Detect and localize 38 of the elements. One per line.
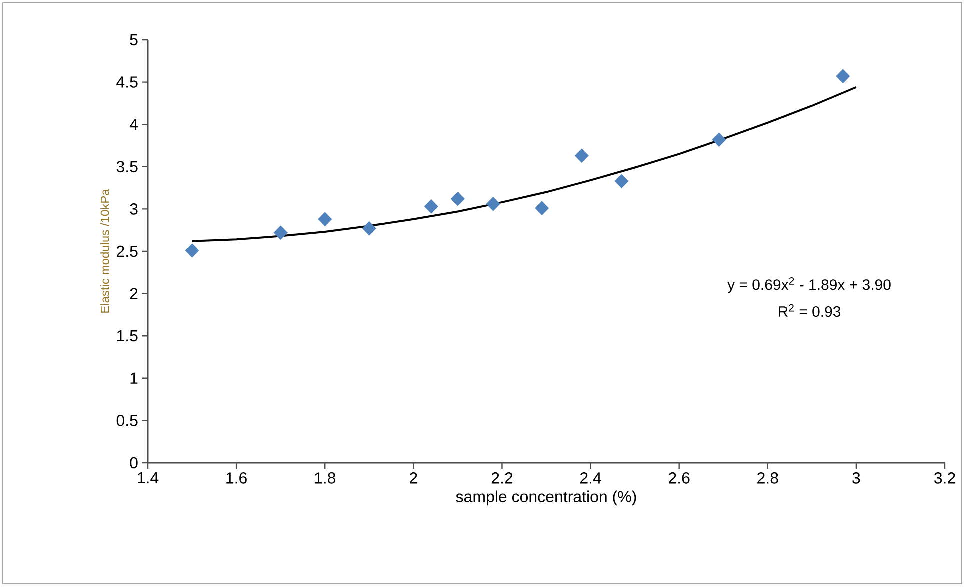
- y-tick-label: 5: [130, 34, 138, 46]
- point: [535, 201, 550, 216]
- x-tick-label: 2.2: [492, 472, 513, 484]
- point: [318, 212, 332, 227]
- annotation: y = 0.69x$^{2}$ - 1.89x + 3.90: [728, 278, 891, 294]
- x-tick-label: 2.8: [758, 472, 778, 484]
- point: [574, 148, 589, 164]
- y-tick-label: 0.5: [116, 415, 138, 426]
- y-tick-label: 1.5: [117, 330, 138, 342]
- point: [362, 221, 376, 236]
- line-series: [191, 86, 858, 242]
- y-tick-label: 3.5: [116, 161, 138, 173]
- y-tick-label: 3: [130, 204, 138, 215]
- point: [836, 69, 850, 84]
- point: [712, 132, 726, 148]
- x-tick-label: 2.4: [580, 472, 602, 484]
- x-tick-label: 2.6: [669, 472, 690, 484]
- y-tick-label: 0: [130, 457, 138, 469]
- y-tick-label: 4.5: [116, 76, 138, 88]
- y-tick-label: 4: [130, 119, 138, 130]
- annotation: R$^{2}$ = 0.93: [779, 304, 841, 318]
- y-tick-label: 2: [130, 288, 138, 300]
- x-tick-label: 3: [852, 472, 860, 484]
- point: [185, 243, 200, 258]
- y-tick-label: 2.5: [117, 246, 138, 258]
- point: [614, 174, 629, 188]
- x-tick-label: 1.6: [226, 472, 247, 484]
- x-tick-label: 1.8: [315, 472, 336, 484]
- x-tick-label: 3.2: [934, 472, 956, 484]
- x-tick-label: 2: [410, 472, 418, 484]
- x-axis-title: sample concentration (%): [456, 490, 636, 506]
- point: [424, 199, 438, 214]
- x-tick-label: 1.4: [138, 472, 159, 484]
- y-axis-title: Elastic modulus /10kPa: [100, 189, 110, 313]
- point: [486, 196, 500, 212]
- point: [450, 192, 465, 206]
- y-tick-label: 1: [130, 372, 138, 384]
- point: [274, 226, 288, 240]
